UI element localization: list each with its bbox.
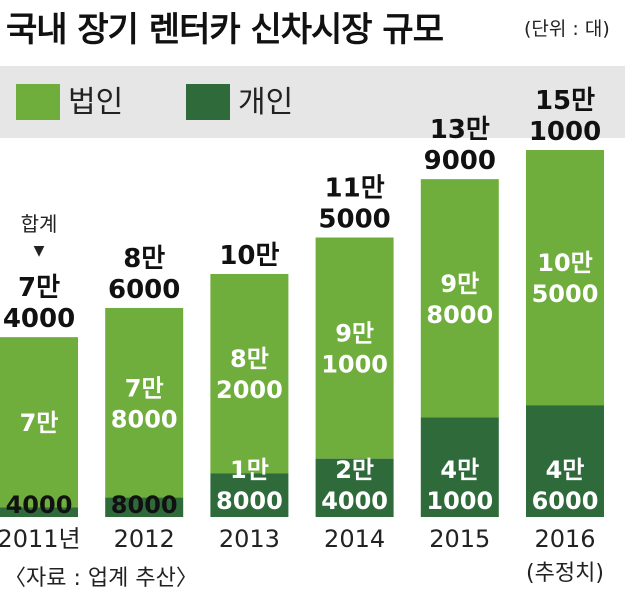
x-tick-label-1: 2011년 (0, 525, 81, 553)
total-label-4-line-2: 5000 (318, 204, 390, 234)
data-label-corporate-6-line-2: 5000 (532, 280, 599, 308)
x-tick-label-4: 2014 (324, 525, 385, 553)
data-label-corporate-5-line-2: 8000 (426, 301, 493, 329)
bar-individual-3 (210, 473, 289, 517)
data-label-individual-4-line-1: 2만 (335, 456, 374, 484)
bar-individual-2 (105, 497, 184, 517)
unit-label: (단위 : 대) (524, 18, 610, 40)
x-tick-label-5: 2015 (429, 525, 490, 553)
total-note: 합계 (21, 212, 58, 236)
legend-swatch-2 (186, 84, 230, 120)
data-label-corporate-6-line-1: 10만 (537, 249, 592, 277)
chart-title: 국내 장기 렌터카 신차시장 규모 (6, 10, 444, 50)
total-label-6-line-2: 1000 (529, 117, 601, 147)
data-label-individual-2-line-1: 8000 (111, 491, 178, 519)
data-label-corporate-4-line-2: 1000 (321, 351, 388, 379)
total-label-6-line-1: 15만 (535, 86, 595, 116)
data-label-individual-5-line-2: 1000 (426, 487, 493, 515)
data-label-corporate-5-line-1: 9만 (440, 270, 479, 298)
data-label-individual-3-line-1: 1만 (230, 456, 269, 484)
total-label-2-line-1: 8만 (123, 244, 165, 274)
x-tick-label-2: 2012 (114, 525, 175, 553)
total-label-1-line-2: 4000 (3, 304, 75, 334)
data-label-individual-1-line-1: 4000 (6, 491, 73, 519)
source-note: 〈자료 : 업계 추산〉 (4, 566, 198, 591)
total-label-4-line-1: 11만 (325, 173, 385, 203)
total-label-2-line-2: 6000 (108, 275, 180, 305)
x-tick-label-6: 2016 (534, 525, 595, 553)
data-label-individual-4-line-2: 4000 (321, 487, 388, 515)
x-tick-note-6: (추정치) (526, 561, 604, 586)
bar-corporate-2 (105, 307, 184, 498)
bar-individual-5 (420, 417, 499, 517)
total-label-1-line-1: 7만 (18, 273, 60, 303)
total-label-3-line-1: 10만 (219, 241, 279, 271)
data-label-individual-6-line-1: 4만 (546, 456, 585, 484)
data-label-corporate-1-line-1: 7만 (20, 409, 59, 437)
bar-individual-4 (315, 458, 394, 517)
bar-corporate-3 (210, 273, 289, 474)
data-label-individual-6-line-2: 6000 (532, 487, 599, 515)
bar-corporate-1 (0, 337, 78, 508)
data-label-corporate-4-line-1: 9만 (335, 320, 374, 348)
bar-individual-6 (526, 405, 604, 517)
data-label-corporate-2-line-1: 7만 (125, 374, 164, 402)
data-label-individual-5-line-1: 4만 (440, 456, 479, 484)
data-label-corporate-3-line-2: 2000 (216, 376, 283, 404)
bar-corporate-5 (420, 179, 499, 418)
total-label-5-line-2: 9000 (424, 146, 496, 176)
bar-individual-1 (0, 507, 78, 517)
legend-swatch-1 (16, 84, 60, 120)
bar-corporate-6 (526, 150, 604, 406)
legend-label-1: 법인 (68, 85, 123, 120)
legend-panel (0, 66, 625, 138)
data-label-individual-3-line-2: 8000 (216, 487, 283, 515)
total-marker: ▼ (34, 243, 45, 259)
data-label-corporate-2-line-2: 8000 (111, 405, 178, 433)
total-label-5-line-1: 13만 (430, 115, 490, 145)
data-label-corporate-3-line-1: 8만 (230, 345, 269, 373)
bar-corporate-4 (315, 237, 394, 459)
legend-label-2: 개인 (238, 85, 293, 120)
x-tick-label-3: 2013 (219, 525, 280, 553)
